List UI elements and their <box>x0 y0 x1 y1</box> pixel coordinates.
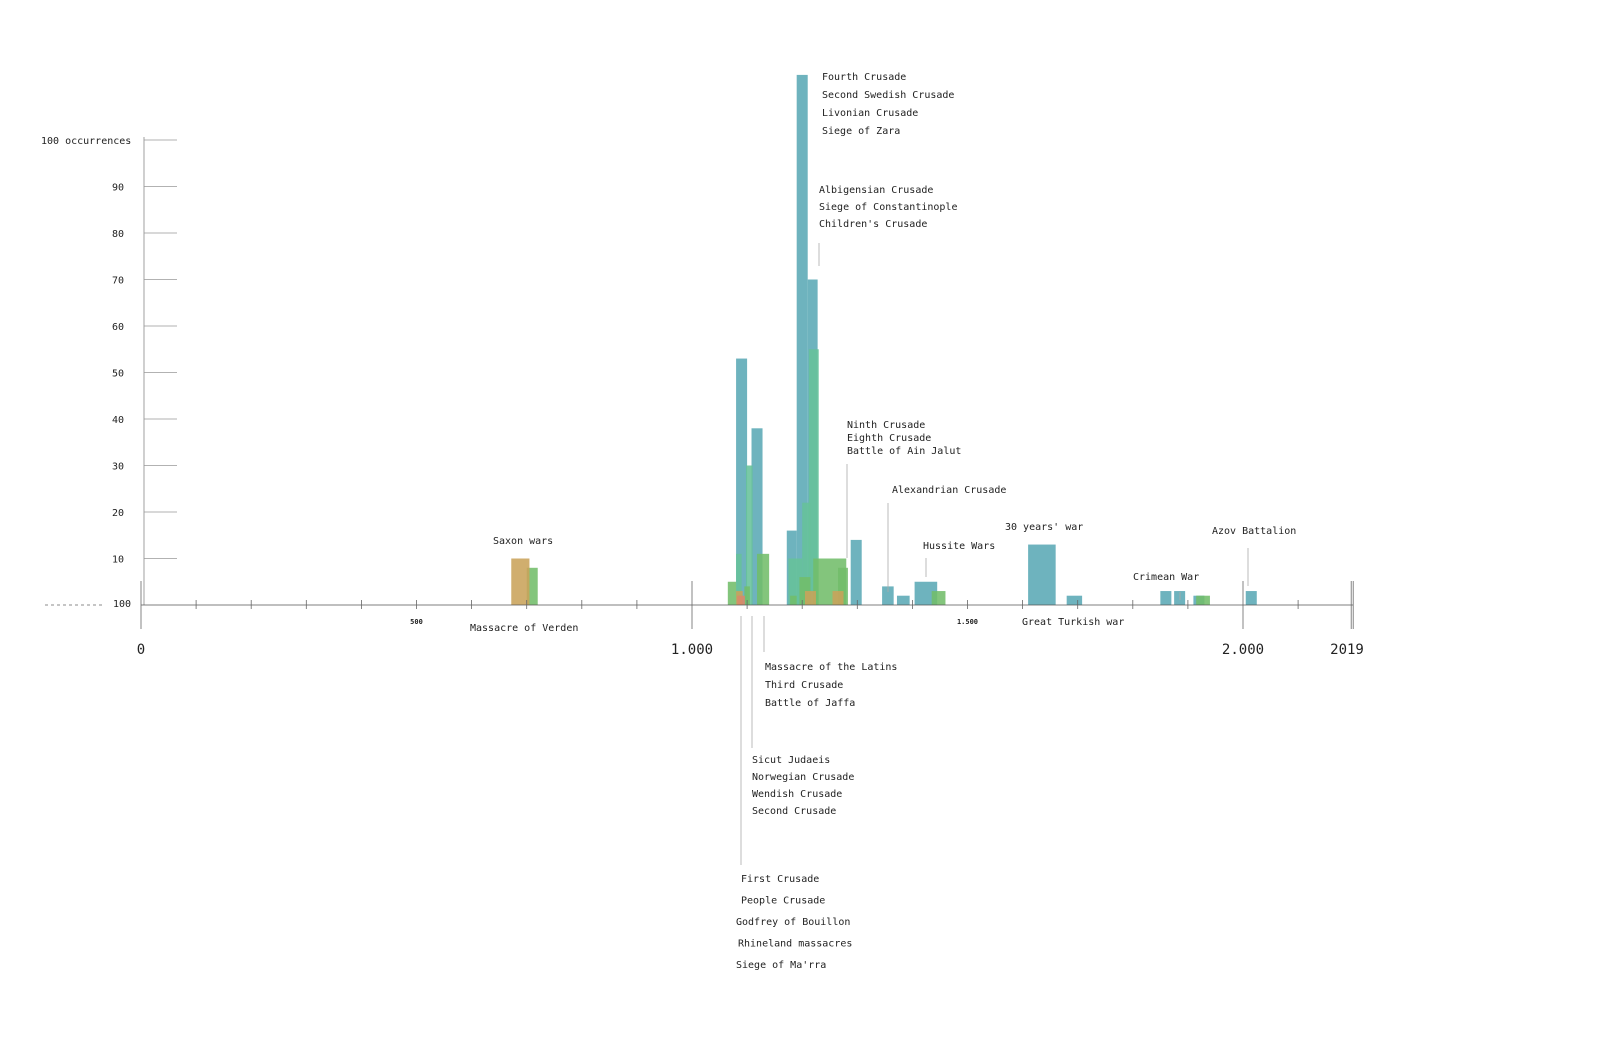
annotation-label: People Crusade <box>741 896 825 907</box>
bar-series-2 <box>526 567 538 605</box>
annotation-label: Children's Crusade <box>819 219 927 230</box>
baseline-label: 100 <box>113 599 131 610</box>
bar-series-2 <box>1196 595 1210 605</box>
bar-series-0 <box>896 595 910 605</box>
annotation-label: Saxon wars <box>493 536 553 547</box>
annotation-label: Second Crusade <box>752 806 836 817</box>
y-tick-label: 80 <box>112 229 124 240</box>
annotation-label: Battle of Ain Jalut <box>847 446 961 457</box>
bar-series-0 <box>850 539 862 605</box>
x-major-label: 2.000 <box>1222 642 1264 658</box>
bar-series-0 <box>796 74 808 605</box>
bar-series-1 <box>808 349 819 605</box>
annotation-label: Alexandrian Crusade <box>892 485 1006 496</box>
x-minor-label: 500 <box>410 618 423 626</box>
annotation-label: Massacre of the Latins <box>765 662 897 673</box>
x-major-label: 0 <box>137 642 145 658</box>
annotation-label: Great Turkish war <box>1022 617 1124 628</box>
annotation-label: Sicut Judaeis <box>752 755 830 766</box>
y-tick-label: 40 <box>112 415 124 426</box>
y-tick-label: 60 <box>112 322 124 333</box>
bar-series-1 <box>788 558 803 605</box>
bar-series-2 <box>838 567 848 605</box>
annotation-label: Godfrey of Bouillon <box>736 917 850 928</box>
annotation-label: Fourth Crusade <box>822 72 906 83</box>
bar-series-0 <box>1160 591 1172 605</box>
bar-series-0 <box>1028 544 1056 605</box>
annotation-label: Azov Battalion <box>1212 526 1296 537</box>
annotation-label: Siege of Zara <box>822 126 900 137</box>
annotation-label: Crimean War <box>1133 572 1199 583</box>
axes-layer: 100 occurrences 90 80 70 60 50 40 30 20 10 100 0 1.0… <box>41 136 1364 658</box>
annotation-label: Albigensian Crusade <box>819 185 933 196</box>
y-tick-label: 20 <box>112 508 124 519</box>
annotation-label: Siege of Ma'rra <box>736 960 826 971</box>
bar-series-0 <box>751 428 763 605</box>
annotation-label: Second Swedish Crusade <box>822 90 954 101</box>
bar-series-1 <box>745 465 753 605</box>
annotation-label: First Crusade <box>741 874 819 885</box>
annotations-layer: Fourth Crusade Second Swedish Crusade Livo… <box>470 72 1296 971</box>
y-tick-label: 10 <box>112 555 124 566</box>
bar-series-0 <box>736 358 748 605</box>
y-tick-label: 70 <box>112 276 124 287</box>
bar-series-3 <box>804 591 816 605</box>
x-major-label: 1.000 <box>671 642 713 658</box>
annotation-label: Hussite Wars <box>923 541 995 552</box>
annotation-label: Livonian Crusade <box>822 108 918 119</box>
bar-series-3 <box>511 558 530 605</box>
y-top-label: 100 occurrences <box>41 136 131 147</box>
x-minor-label: 1.500 <box>957 618 978 626</box>
bar-series-4 <box>737 595 745 605</box>
annotation-label: Eighth Crusade <box>847 433 931 444</box>
bars-layer <box>511 74 1257 605</box>
bar-series-0 <box>1245 591 1257 605</box>
annotation-label: Massacre of Verden <box>470 623 578 634</box>
annotation-label: Wendish Crusade <box>752 789 842 800</box>
annotation-label: Battle of Jaffa <box>765 698 855 709</box>
bar-series-0 <box>882 586 894 605</box>
x-major-label: 2019 <box>1330 642 1364 658</box>
annotation-label: Siege of Constantinople <box>819 202 957 213</box>
bar-series-3 <box>832 591 844 605</box>
bar-series-2 <box>744 586 750 605</box>
annotation-label: 30 years' war <box>1005 522 1083 533</box>
y-tick-label: 90 <box>112 183 124 194</box>
bar-series-0 <box>1066 595 1083 605</box>
annotation-label: Third Crusade <box>765 680 843 691</box>
y-tick-label: 30 <box>112 462 124 473</box>
bar-series-1 <box>802 502 811 605</box>
annotation-label: Norwegian Crusade <box>752 772 854 783</box>
bar-series-0 <box>914 581 938 605</box>
bar-series-2 <box>727 581 737 605</box>
y-tick-label: 50 <box>112 369 124 380</box>
bar-series-1 <box>736 553 742 605</box>
annotation-label: Ninth Crusade <box>847 420 925 431</box>
annotation-label: Rhineland massacres <box>738 939 852 950</box>
bar-series-2 <box>790 595 797 605</box>
bar-series-2 <box>757 553 770 605</box>
bar-series-2 <box>931 591 946 605</box>
